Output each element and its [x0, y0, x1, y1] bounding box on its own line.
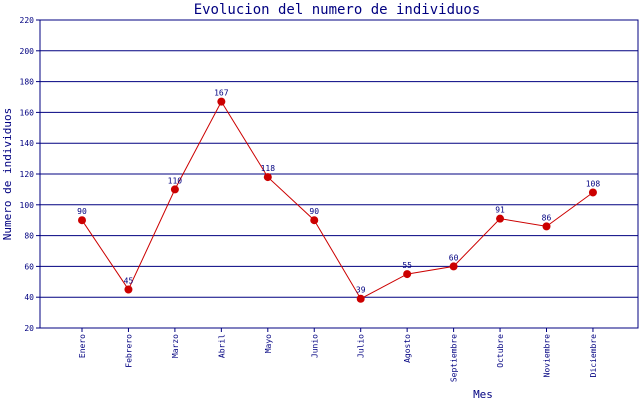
x-tick-label: Abril — [217, 334, 226, 358]
x-tick-label: Junio — [310, 334, 319, 358]
data-point — [78, 216, 86, 225]
y-tick-label: 20 — [24, 324, 34, 333]
data-point — [217, 97, 226, 106]
data-point — [170, 185, 179, 194]
x-tick-label: Septiembre — [450, 334, 459, 382]
data-point — [542, 222, 551, 231]
x-tick-label: Mayo — [264, 334, 273, 353]
y-tick-label: 180 — [20, 78, 35, 87]
x-tick-label: Marzo — [171, 334, 180, 358]
data-point — [356, 294, 365, 303]
data-label: 39 — [356, 286, 366, 295]
data-label: 86 — [542, 213, 552, 222]
x-axis-label: Mes — [473, 388, 493, 400]
data-label: 45 — [124, 277, 134, 286]
x-tick-labels: Enero Febrero Marzo Abril Mayo Junio Julio Agos… — [78, 334, 598, 382]
data-point — [588, 188, 597, 197]
series-layer — [78, 97, 597, 303]
data-label: 60 — [449, 253, 459, 262]
x-tick-label: Agosto — [403, 334, 412, 363]
data-point — [449, 262, 458, 271]
data-label: 90 — [309, 207, 319, 216]
data-point — [310, 216, 319, 225]
x-tick-label: Julio — [357, 334, 366, 358]
data-label: 55 — [402, 261, 412, 270]
y-tick-label: 200 — [20, 47, 35, 56]
chart-title: Evolucion del numero de individuos — [194, 2, 481, 18]
y-tick-label: 100 — [20, 201, 35, 210]
data-point — [124, 285, 133, 294]
series-line — [81, 100, 594, 300]
y-tick-label: 40 — [24, 293, 34, 302]
plot-frame — [39, 19, 639, 329]
data-label: 110 — [168, 176, 183, 185]
y-axis-label: Numero de individuos — [1, 108, 14, 240]
data-label: 108 — [586, 179, 601, 188]
data-label: 91 — [495, 206, 505, 215]
y-tick-label: 160 — [20, 108, 35, 117]
y-tick-label: 220 — [20, 16, 35, 25]
data-label: 167 — [214, 89, 229, 98]
y-tick-label: 140 — [20, 139, 35, 148]
data-point — [403, 270, 412, 279]
y-tick-labels: 20 40 60 80 100 120 140 160 180 200 220 — [20, 16, 35, 333]
x-tick-label: Noviembre — [543, 334, 552, 378]
y-tick-label: 80 — [24, 232, 34, 241]
data-labels: 90 45 110 167 118 90 39 55 60 91 86 108 — [77, 89, 600, 295]
data-point — [263, 173, 272, 182]
y-tick-label: 60 — [24, 262, 34, 271]
x-tick-label: Diciembre — [589, 334, 598, 378]
data-label: 90 — [77, 207, 87, 216]
y-tick-label: 120 — [20, 170, 35, 179]
x-tick-label: Octubre — [496, 334, 505, 368]
x-tick-label: Febrero — [124, 334, 133, 368]
data-point — [496, 214, 505, 223]
x-tick-label: Enero — [78, 334, 87, 358]
data-label: 118 — [261, 164, 276, 173]
